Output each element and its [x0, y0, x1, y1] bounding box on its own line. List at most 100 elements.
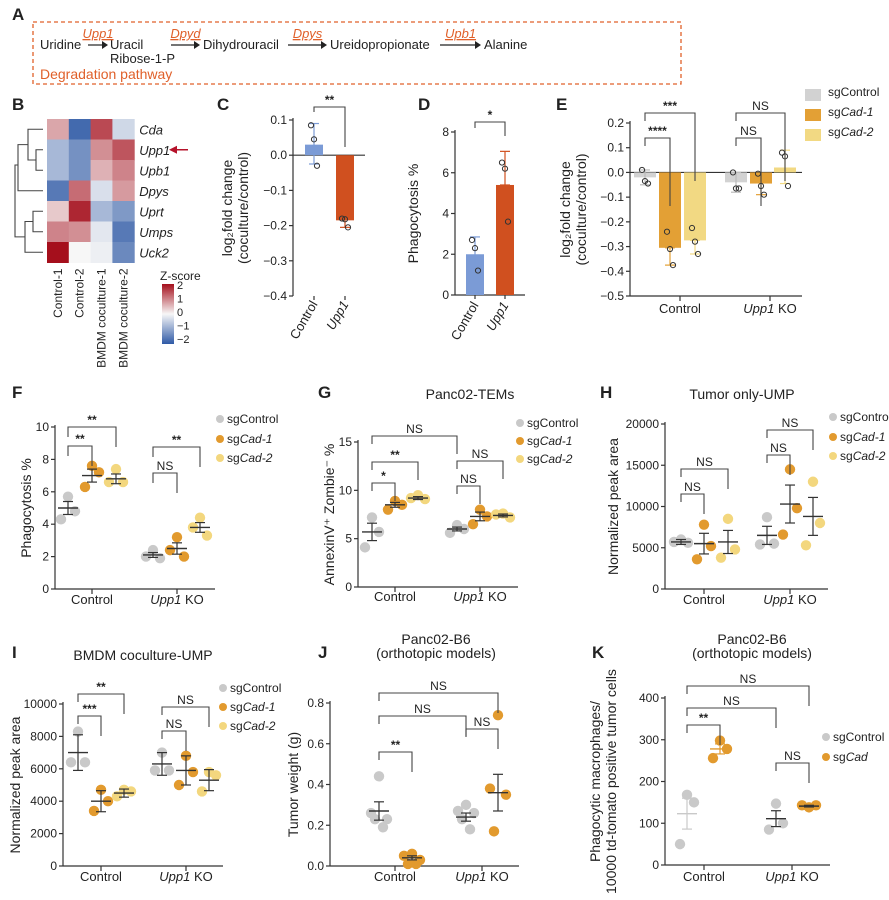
data-point: [201, 530, 213, 541]
data-point: [691, 554, 703, 565]
legend-item: sgCad-1: [527, 434, 572, 448]
x-group-label: Upp1 KO: [150, 592, 203, 607]
data-point: [698, 519, 710, 530]
data-point: [471, 245, 479, 252]
heatmap-cell: [90, 180, 113, 202]
significance-bracket: [686, 707, 777, 728]
legend-marker: [219, 703, 227, 711]
heatmap-cell: [90, 201, 113, 222]
data-point: [196, 786, 208, 797]
data-point: [110, 463, 122, 475]
heatmap-cell: [90, 160, 113, 181]
italic-text: Cad-1: [243, 700, 276, 714]
heatmap-row-label: Upp1: [139, 143, 170, 158]
heatmap-cell: [90, 242, 113, 263]
legend-item: sgControl: [227, 412, 278, 426]
italic-text: Cad-1: [240, 432, 273, 446]
y-tick-label: 0.4: [307, 778, 324, 792]
data-point: [402, 858, 414, 870]
y-tick-label: 4000: [30, 794, 57, 808]
data-point: [691, 238, 699, 245]
italic-text: Upp1: [455, 869, 486, 884]
italic-text: Upp1: [743, 301, 774, 316]
text: sg: [828, 105, 841, 119]
pathway-metabolite: Ureidopropionate: [330, 37, 430, 52]
y-tick-label: 0: [42, 582, 49, 596]
data-point: [95, 784, 107, 796]
y-tick-label: 0.0: [307, 859, 324, 873]
chart-panel-K: 0 100 200 300 400 Phagocytic macrophages/1000…: [587, 631, 884, 894]
data-point: [382, 504, 394, 515]
heatmap-cell: [68, 180, 92, 202]
panel-label-C: C: [217, 95, 229, 114]
legend-marker: [219, 684, 227, 692]
pathway-metabolite: Uracil: [110, 37, 143, 52]
heatmap-cell: [47, 180, 70, 202]
legend-marker: [516, 437, 524, 445]
significance-bracket: [775, 762, 810, 783]
text: sgControl: [828, 85, 879, 99]
panel-label-A: A: [12, 5, 24, 24]
significance-label: NS: [414, 702, 431, 716]
data-point: [674, 838, 686, 850]
data-point: [173, 779, 185, 791]
legend-item: sgCad-2: [828, 125, 874, 139]
italic-text: Cad-2: [243, 719, 276, 733]
text: sg: [840, 430, 853, 444]
data-point: [777, 529, 789, 540]
significance-bracket: [67, 426, 117, 447]
colorbar-tick: 1: [177, 294, 183, 306]
italic-text: Cad-1: [841, 105, 874, 119]
panel-label-H: H: [600, 383, 612, 402]
data-point: [707, 752, 719, 764]
chart-title: BMDM coculture-UMP: [73, 647, 212, 663]
data-point: [444, 527, 456, 539]
significance-label: **: [391, 738, 401, 752]
pathway-metabolite: Dihydrouracil: [203, 37, 279, 52]
data-point: [761, 512, 773, 523]
legend-marker: [829, 413, 837, 421]
heatmap-cell: [90, 221, 113, 243]
heatmap-cell: [112, 119, 135, 140]
data-point: [194, 512, 206, 523]
y-tick-label: 400: [639, 691, 659, 705]
data-point: [468, 807, 480, 819]
pathway-metabolite: Alanine: [484, 37, 527, 52]
data-point: [79, 481, 91, 493]
data-point: [729, 169, 737, 176]
x-group-label: Upp1 KO: [453, 589, 506, 604]
data-point: [722, 513, 734, 525]
text: KO: [484, 589, 506, 604]
significance-label: **: [87, 413, 97, 427]
x-category-label: Control: [287, 298, 321, 342]
data-point: [768, 538, 780, 549]
arrow-head-icon: [194, 41, 200, 49]
heatmap-cell: [47, 221, 70, 243]
heatmap-cell: [47, 139, 70, 161]
heatmap-cell: [68, 201, 92, 222]
y-tick-label: 2: [442, 247, 449, 261]
data-point: [344, 224, 352, 231]
text: Control: [659, 301, 701, 316]
data-point: [140, 551, 152, 562]
y-tick-label: 6000: [30, 762, 57, 776]
y-tick-label: 10000: [24, 697, 58, 711]
x-group-label: Upp1 KO: [455, 869, 508, 884]
legend-marker: [216, 454, 224, 462]
x-group-label: Control: [80, 869, 122, 884]
y-tick-label: 5000: [632, 541, 659, 555]
significance-label: NS: [472, 447, 489, 461]
panel-label-D: D: [418, 95, 430, 114]
significance-label: NS: [696, 455, 713, 469]
bar: [496, 184, 514, 295]
legend-item: sgControl: [828, 85, 879, 99]
y-tick-label: 0: [50, 859, 57, 873]
pathway-enzyme: Dpyd: [170, 26, 201, 41]
italic-text: Upp1: [765, 869, 796, 884]
data-point: [638, 166, 646, 174]
heatmap-cell: [112, 139, 135, 161]
heatmap-cell: [68, 242, 92, 263]
significance-label: NS: [782, 416, 799, 430]
legend-marker: [516, 455, 524, 463]
legend-item: sgCad-2: [230, 719, 276, 733]
